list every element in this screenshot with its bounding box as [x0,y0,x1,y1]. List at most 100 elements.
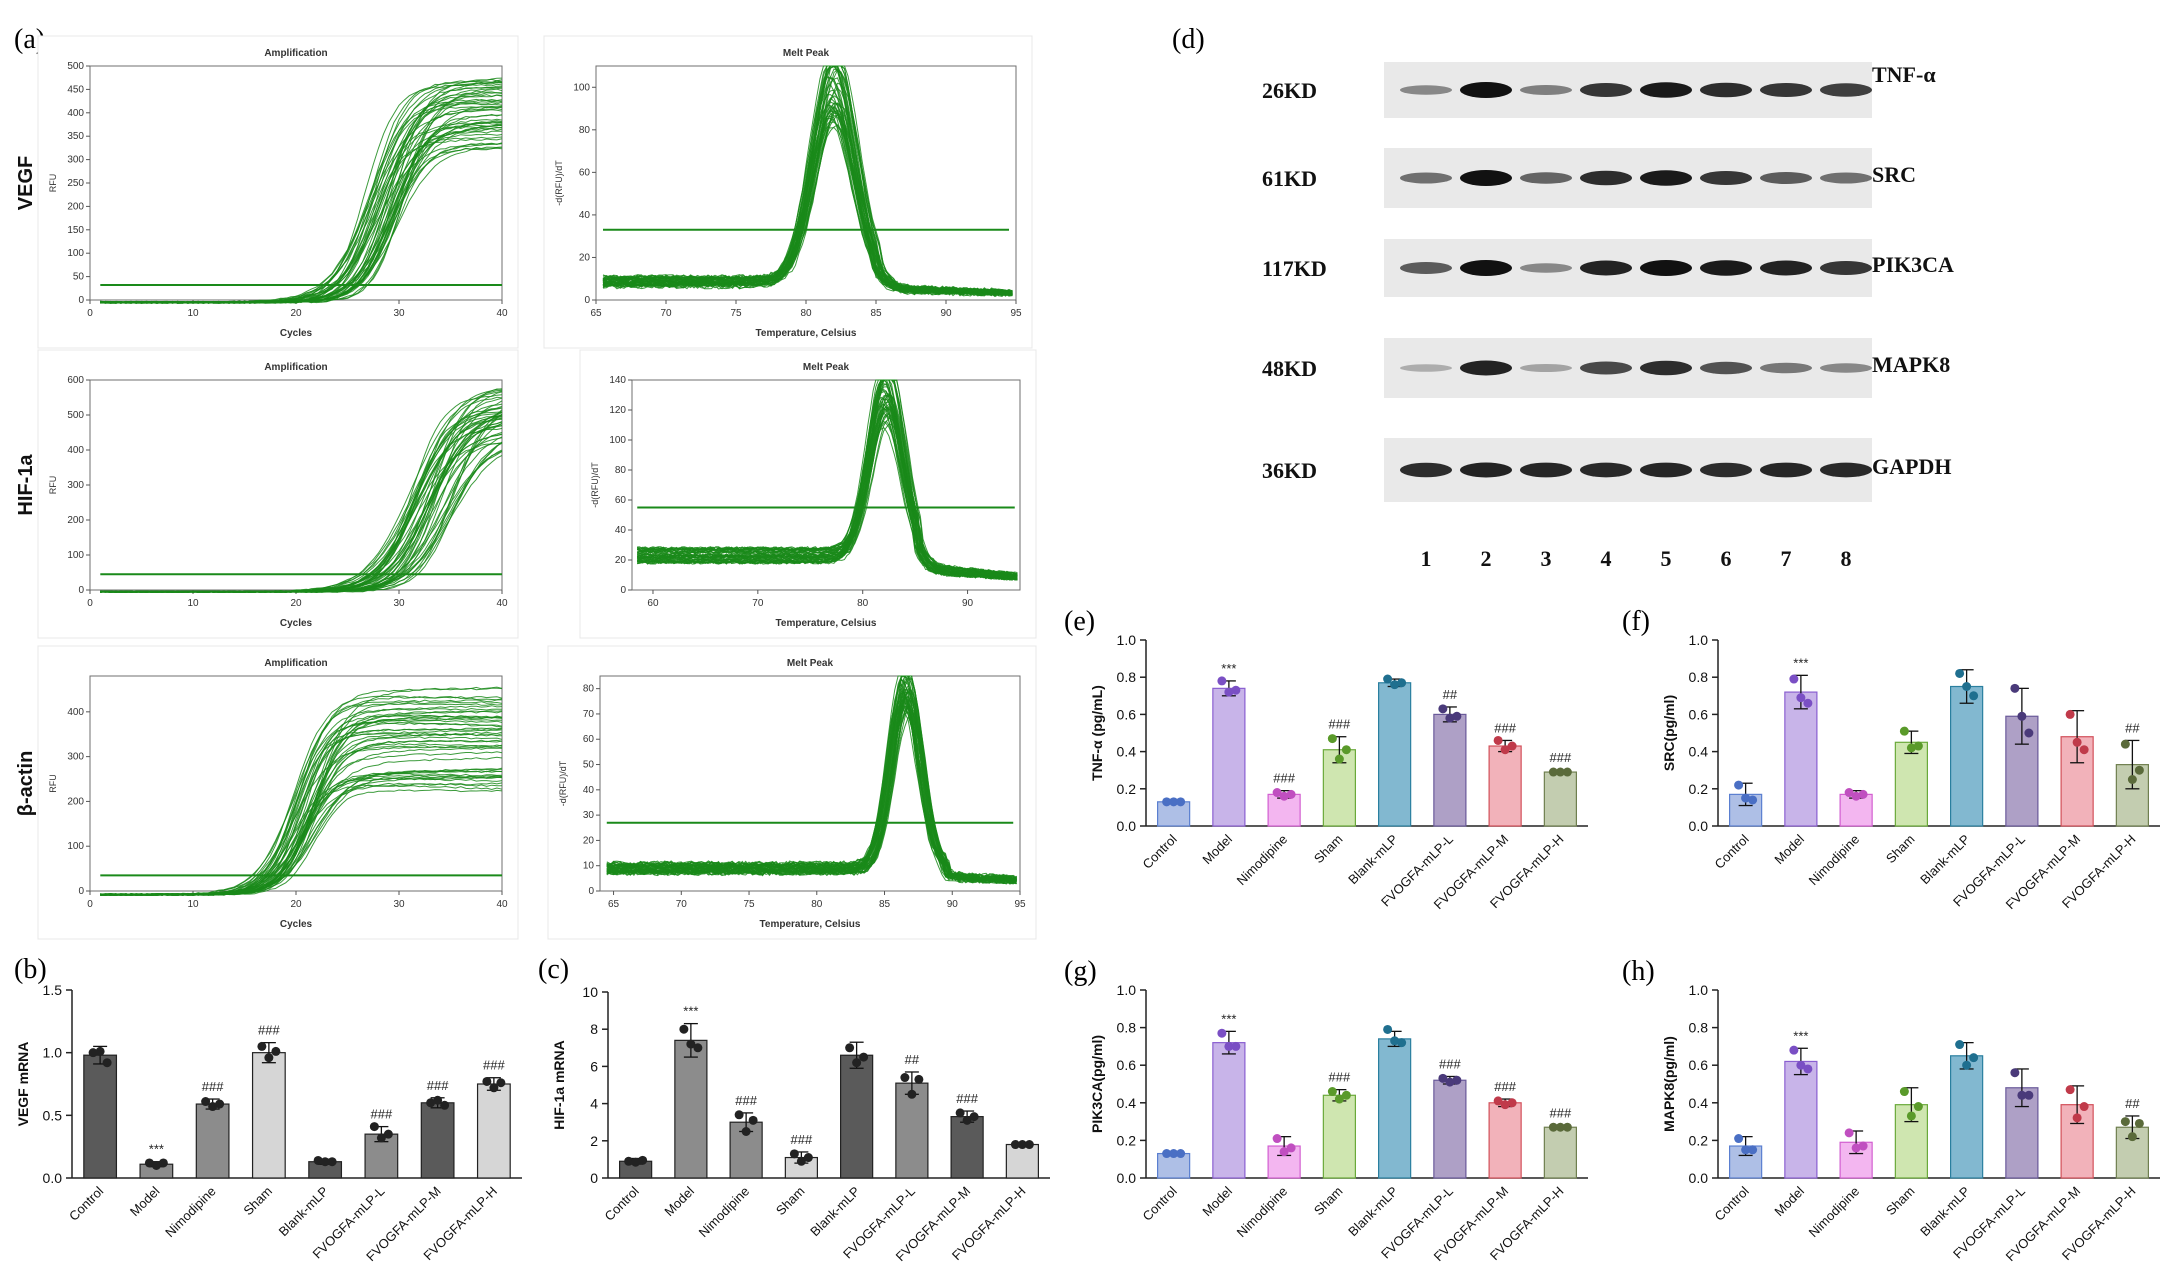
data-point [1176,797,1186,807]
y-tick-label: 200 [67,201,84,212]
western-blot: 26KD TNF-α 61KD SRC 117KD PIK3CA 48KD MAPK8 36KD… [1262,62,1954,571]
blot-row-gapdh: 36KD GAPDH [1262,438,1951,502]
data-point [144,1158,154,1168]
data-point [1397,678,1407,688]
data-point [264,1053,274,1063]
y-tick-label: 80 [579,125,591,136]
y-axis-label: -d(RFU)/dT [554,160,564,206]
y-tick-label: 0.6 [1117,1057,1137,1073]
x-tick-label: Sham [1883,832,1918,867]
x-tick-label: Blank-mLP [276,1184,332,1240]
data-point [1024,1140,1034,1150]
data-point [1913,741,1923,751]
x-tick-label: 40 [496,598,508,609]
x-tick-label: Control [1139,1183,1179,1223]
x-tick-label: Control [1711,831,1751,871]
y-tick-label: 0.6 [1689,1057,1709,1073]
y-tick-label: 10 [582,984,598,1000]
protein-band [1700,82,1752,98]
data-point [1962,1060,1972,1070]
bar-control [83,1054,118,1179]
data-point [88,1048,98,1058]
data-point [151,1160,161,1170]
data-point [102,1058,112,1068]
protein-label: SRC [1872,162,1916,187]
chart-title: Amplification [264,658,327,669]
bar-nimodipine [195,1103,230,1179]
data-point [1844,1128,1854,1138]
y-axis-label: HIF-1a mRNA [551,1040,567,1129]
y-tick-label: 0.8 [1117,1020,1137,1036]
data-point [1452,711,1462,721]
protein-label: MAPK8 [1872,352,1950,377]
protein-band [1640,170,1692,186]
data-point [1562,767,1572,777]
data-point [271,1046,281,1056]
data-point [158,1158,168,1168]
bar-chart-g: 0.0 0.2 0.4 0.6 0.8 1.0 PIK3CA(pg/ml) Control **… [1089,982,1588,1264]
data-point [907,1089,917,1099]
bar-chart-c: 0 2 4 6 8 10 HIF-1a mRNA Control *** Model ### Nimo… [551,984,1050,1264]
x-tick-label: Sham [1311,1184,1346,1219]
data-point [2017,711,2027,721]
y-tick-label: 60 [579,167,591,178]
y-axis-label: -d(RFU)/dT [558,760,568,806]
significance-label: *** [1221,661,1236,676]
protein-label: GAPDH [1872,454,1951,479]
data-point [1279,791,1289,801]
data-point [1445,1077,1455,1087]
data-point [2127,775,2137,784]
y-tick-label: 0 [78,585,84,596]
significance-label: ### [483,1058,505,1073]
data-point [900,1073,910,1083]
x-tick-label: 30 [393,598,405,609]
data-point [1851,791,1861,801]
data-point [1445,713,1455,723]
x-tick-label: Control [1139,831,1179,871]
lane-number: 7 [1781,546,1792,571]
y-tick-label: 2 [590,1133,598,1149]
amplification-curve [606,680,1017,882]
x-tick-label: Model [1199,1183,1235,1219]
protein-label: TNF-α [1872,62,1936,87]
y-tick-label: 60 [583,734,595,745]
curves [602,65,1013,298]
amplification-curve [100,710,503,896]
x-tick-label: 30 [393,899,405,910]
bar-model [1784,1060,1818,1179]
bar-chart-b: 0.0 0.5 1.0 1.5 VEGF mRNA Control *** Model ### N… [15,982,522,1264]
data-point [313,1155,323,1165]
x-tick-label: Nimodipine [1806,1184,1863,1241]
data-point [376,1133,386,1143]
protein-band [1700,462,1752,478]
molecular-weight-label: 48KD [1262,356,1317,381]
data-point [1286,789,1296,799]
data-point [1555,1122,1565,1132]
y-tick-label: 100 [573,82,590,93]
x-tick-label: 85 [870,308,882,319]
x-tick-label: Nimodipine [1234,832,1291,889]
data-point [631,1157,641,1167]
data-point [1169,1149,1179,1159]
data-point [1452,1075,1462,1085]
y-tick-label: 60 [615,495,627,506]
y-tick-label: 0.4 [1689,1095,1709,1111]
data-point [859,1052,869,1062]
x-tick-label: Model [661,1183,697,1219]
x-tick-label: 70 [752,598,764,609]
data-point [1969,1053,1979,1063]
data-point [1789,1045,1799,1055]
panel-label-b: (b) [14,954,47,985]
x-tick-label: 90 [940,308,952,319]
x-tick-label: Control [66,1183,106,1223]
lane-number: 4 [1601,546,1612,571]
data-point [440,1100,450,1110]
protein-band [1400,462,1452,478]
x-tick-label: 80 [857,598,869,609]
protein-band [1460,260,1512,276]
protein-band [1820,261,1872,275]
data-point [2072,737,2082,747]
data-point [369,1122,379,1132]
x-tick-label: 10 [187,598,199,609]
